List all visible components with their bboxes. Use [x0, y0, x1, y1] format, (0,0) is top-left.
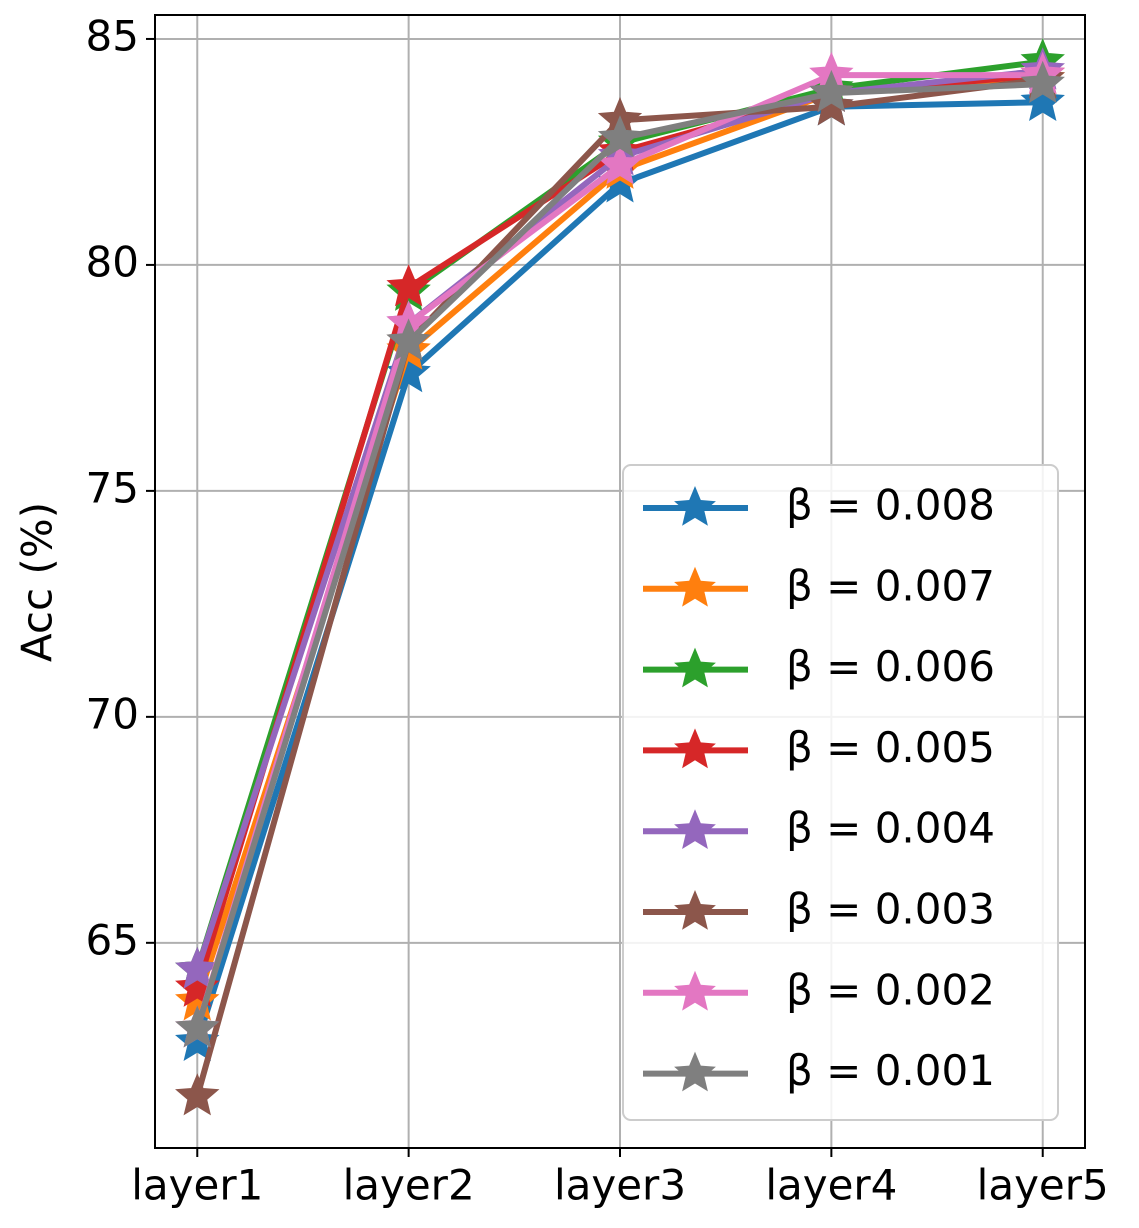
legend-label: β = 0.002	[786, 965, 995, 1014]
x-tick-label: layer5	[977, 1161, 1109, 1210]
y-tick-label: 70	[86, 689, 139, 738]
legend-label: β = 0.003	[786, 885, 995, 934]
x-tick-label: layer1	[131, 1161, 263, 1210]
marker	[1020, 78, 1065, 122]
marker	[809, 69, 854, 113]
x-tick-label: layer4	[765, 1161, 897, 1210]
legend-marker	[674, 566, 716, 607]
legend: β = 0.008 β = 0.007 β = 0.006 β = 0.005 β = …	[622, 464, 1059, 1121]
marker	[175, 1005, 220, 1048]
y-tick-label: 85	[86, 11, 139, 60]
legend-marker	[674, 647, 716, 688]
legend-marker	[674, 809, 716, 849]
legend-marker	[674, 1051, 716, 1092]
marker	[1020, 60, 1065, 103]
legend-marker	[674, 728, 716, 769]
legend-label: β = 0.005	[786, 723, 995, 772]
marker	[386, 264, 431, 307]
y-tick-label: 65	[86, 915, 139, 964]
legend-marker	[674, 486, 716, 526]
legend-label: β = 0.008	[786, 481, 995, 530]
legend-label: β = 0.004	[786, 804, 995, 853]
x-tick-label: layer2	[343, 1161, 475, 1210]
marker	[597, 115, 643, 158]
marker	[597, 142, 643, 185]
marker	[386, 318, 431, 361]
legend-label: β = 0.007	[786, 561, 995, 610]
legend-marker	[674, 970, 716, 1011]
marker	[175, 1073, 220, 1116]
y-tick-label: 80	[86, 237, 139, 286]
y-axis-label: Acc (%)	[13, 502, 62, 662]
legend-box	[622, 464, 1059, 1121]
x-tick-label: layer3	[554, 1161, 686, 1210]
y-tick-label: 75	[86, 463, 139, 512]
legend-label: β = 0.001	[786, 1046, 995, 1095]
marker	[175, 946, 220, 989]
plot-frame	[154, 14, 1086, 1149]
legend-label: β = 0.006	[786, 642, 995, 691]
legend-marker	[674, 890, 716, 930]
